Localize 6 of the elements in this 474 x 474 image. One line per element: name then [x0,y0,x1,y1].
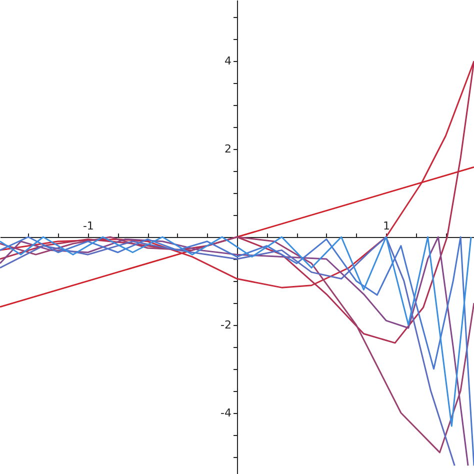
y-tick-label: 2 [224,142,232,156]
x-tick-label: -1 [82,220,94,232]
x-tick-label: 1 [383,220,390,232]
y-tick-label: -4 [220,406,232,420]
y-tick-label: 4 [224,54,232,68]
y-tick-label: -2 [220,318,232,332]
